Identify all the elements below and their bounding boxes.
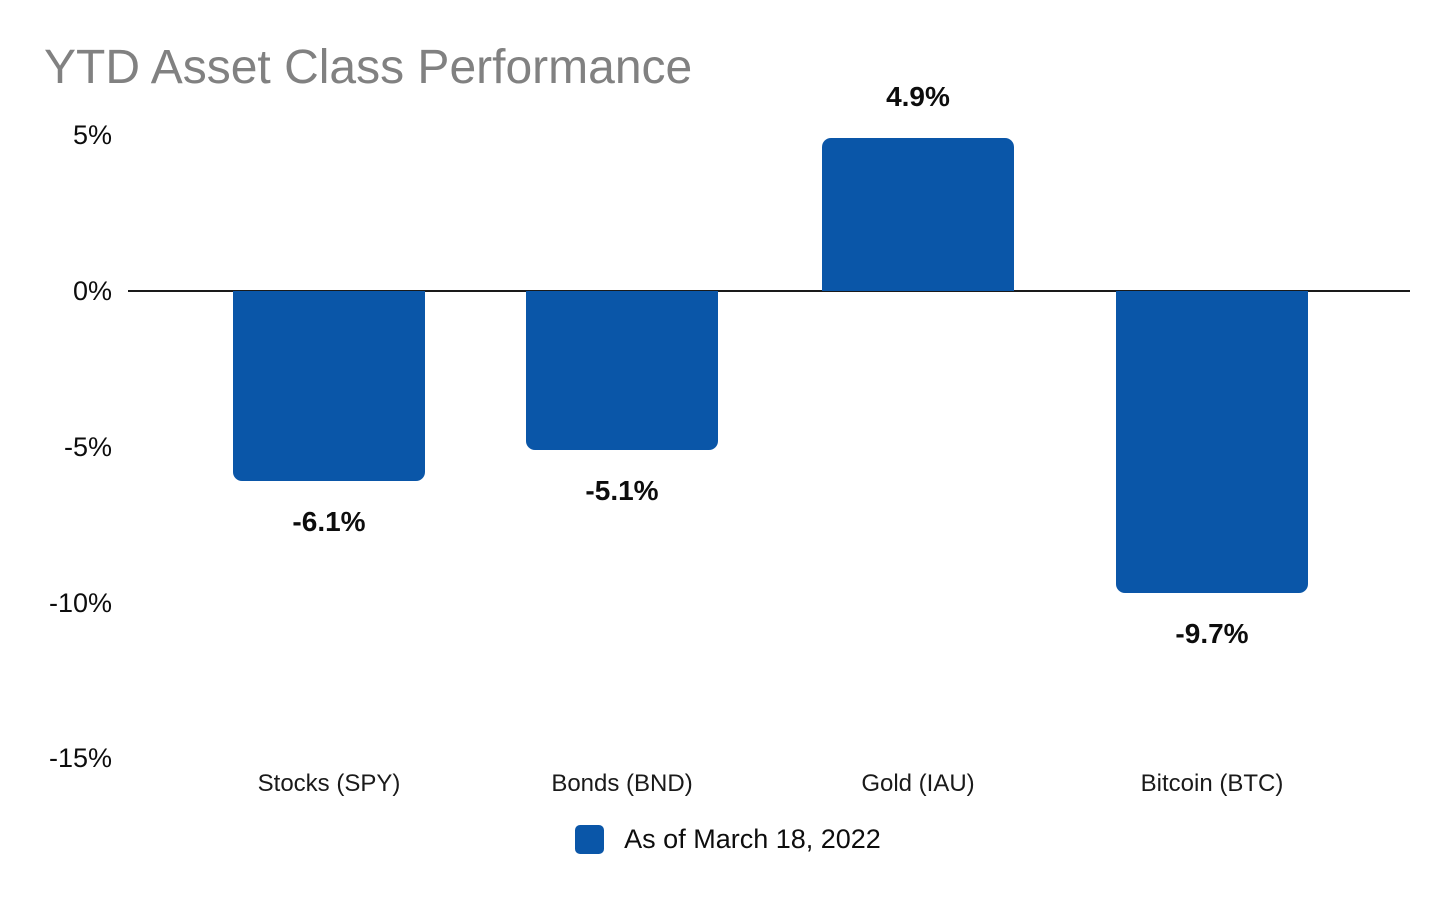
chart-title: YTD Asset Class Performance <box>44 41 693 94</box>
bar-gold-iau <box>822 138 1014 291</box>
y-axis-tick-label: 0% <box>72 276 112 306</box>
bar-stocks-spy <box>233 291 425 481</box>
bar-bonds-bnd <box>526 291 718 450</box>
y-axis-tick-label: -10% <box>48 587 112 618</box>
y-axis-tick-label: 5% <box>72 120 112 151</box>
legend-label: As of March 18, 2022 <box>624 824 881 854</box>
x-axis-category-label: Bitcoin (BTC) <box>1140 770 1284 797</box>
legend: As of March 18, 2022 <box>0 824 1456 855</box>
x-axis-category-label: Stocks (SPY) <box>257 770 401 797</box>
value-label: -5.1% <box>585 474 659 506</box>
y-axis-tick-label: -15% <box>48 743 112 774</box>
y-axis-tick-label: -5% <box>63 431 112 462</box>
x-axis-category-label: Gold (IAU) <box>861 770 975 797</box>
bar-bitcoin-btc <box>1116 291 1308 594</box>
x-axis-category-label: Bonds (BND) <box>551 770 693 797</box>
value-label: 4.9% <box>886 81 950 113</box>
value-label: -9.7% <box>1175 618 1249 650</box>
value-label: -6.1% <box>292 506 366 537</box>
legend-swatch-icon <box>575 825 605 854</box>
zero-baseline <box>128 290 1410 292</box>
